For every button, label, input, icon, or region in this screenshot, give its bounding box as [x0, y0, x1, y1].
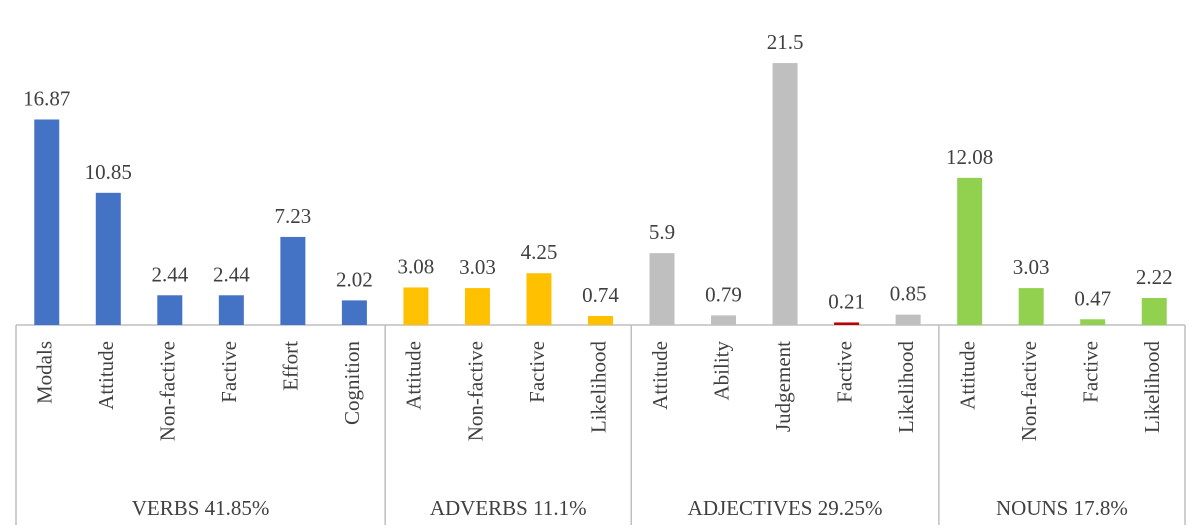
x-tick-label: Likelihood: [894, 341, 918, 434]
bar: [1018, 288, 1044, 325]
value-label: 0.85: [890, 282, 927, 306]
x-tick-label: Attitude: [955, 341, 979, 410]
x-tick-label: Factive: [525, 341, 549, 403]
bar: [1080, 319, 1106, 325]
value-label: 12.08: [946, 145, 993, 169]
bar: [218, 295, 244, 325]
bar: [649, 253, 675, 325]
x-tick-label: Attitude: [648, 341, 672, 410]
value-label: 2.44: [213, 262, 250, 286]
x-tick-label: Non-factive: [463, 341, 487, 441]
value-label: 3.08: [398, 254, 435, 278]
value-label: 10.85: [85, 160, 132, 184]
x-tick-label: Ability: [709, 341, 733, 401]
bar: [95, 192, 121, 325]
bar: [34, 119, 60, 325]
group-label: ADVERBS 11.1%: [430, 496, 587, 520]
value-label: 2.22: [1136, 265, 1173, 289]
value-label: 21.5: [767, 30, 804, 54]
x-tick-label: Effort: [279, 341, 303, 391]
x-tick-label: Non-factive: [1017, 341, 1041, 441]
x-tick-label: Attitude: [402, 341, 426, 410]
x-tick-label: Factive: [832, 341, 856, 403]
x-tick-label: Likelihood: [1140, 341, 1164, 434]
value-label: 2.02: [336, 267, 373, 291]
value-label: 2.44: [151, 262, 188, 286]
group-label: VERBS 41.85%: [132, 496, 270, 520]
x-tick-label: Factive: [217, 341, 241, 403]
x-tick-label: Cognition: [340, 341, 364, 426]
x-tick-label: Likelihood: [586, 341, 610, 434]
group-label: NOUNS 17.8%: [996, 496, 1128, 520]
x-tick-label: Modals: [33, 341, 57, 404]
bar: [588, 315, 613, 325]
bar: [895, 314, 921, 325]
value-label: 4.25: [521, 240, 558, 264]
value-label: 16.87: [23, 86, 70, 110]
x-tick-label: Factive: [1079, 341, 1103, 403]
bar: [157, 295, 183, 325]
bar: [834, 322, 860, 325]
bar: [464, 288, 490, 325]
group-label: ADJECTIVES 29.25%: [688, 496, 883, 520]
value-label: 0.79: [705, 282, 742, 306]
x-tick-label: Judgement: [771, 341, 795, 432]
value-label: 0.21: [828, 289, 865, 313]
value-label: 3.03: [1013, 255, 1050, 279]
x-tick-label: Attitude: [94, 341, 118, 410]
value-label: 5.9: [649, 220, 675, 244]
bar: [1141, 297, 1167, 325]
value-label: 3.03: [459, 255, 496, 279]
bar: [772, 63, 798, 325]
value-label: 0.74: [582, 283, 619, 307]
x-tick-label: Non-factive: [156, 341, 180, 441]
value-label: 7.23: [274, 204, 311, 228]
bar: [280, 236, 306, 325]
bar: [403, 287, 429, 325]
value-label: 0.47: [1074, 286, 1111, 310]
bar: [957, 177, 983, 325]
bar: [341, 300, 367, 325]
bar: [526, 273, 552, 325]
bar: [711, 315, 737, 325]
